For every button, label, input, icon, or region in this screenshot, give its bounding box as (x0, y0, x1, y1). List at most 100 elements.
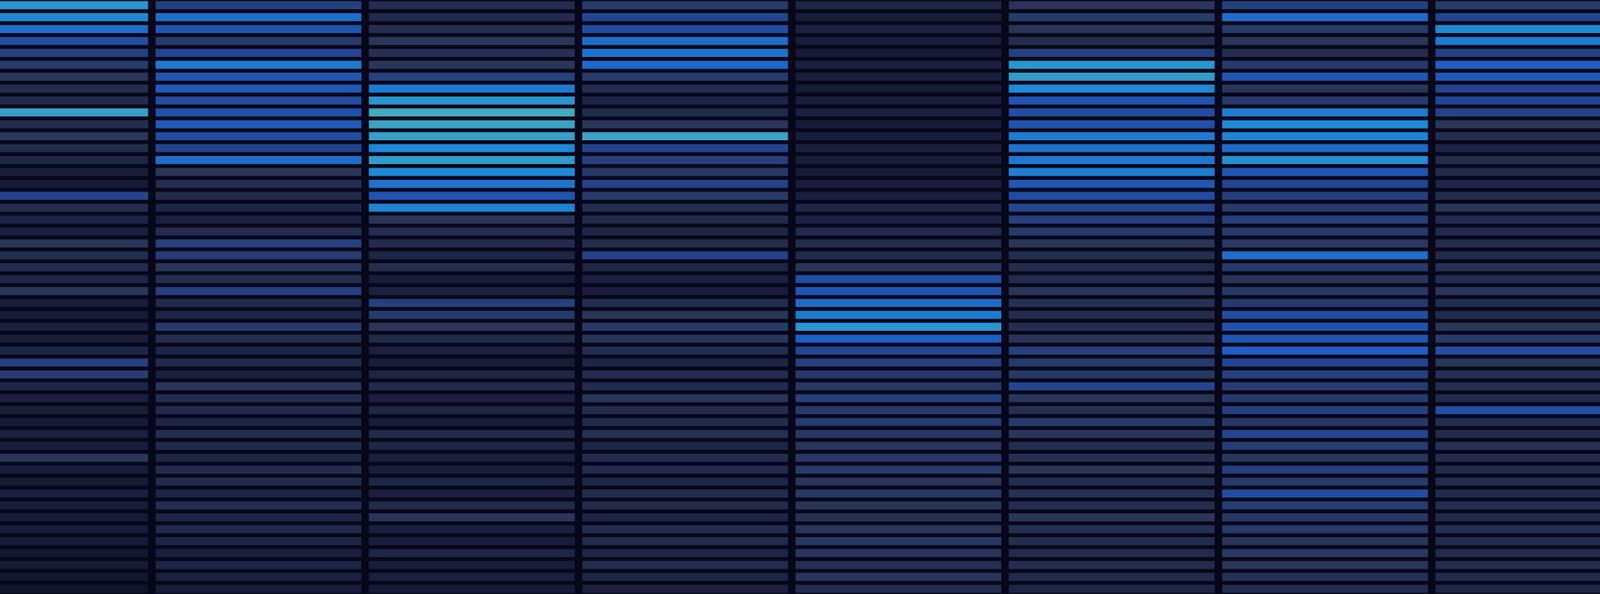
heatmap-cell (1222, 453, 1429, 462)
heatmap-cell (1008, 131, 1215, 141)
heatmap-cell (0, 168, 149, 177)
heatmap-cell (1435, 108, 1600, 117)
heatmap-cell (368, 61, 575, 70)
heatmap-cell (368, 405, 575, 415)
heatmap-cell (795, 501, 1003, 510)
heatmap-cell (1008, 572, 1215, 581)
heatmap-cell (1222, 310, 1429, 320)
heatmap-cell (155, 120, 363, 129)
heatmap-cell (0, 394, 149, 403)
heatmap-cell (795, 131, 1003, 141)
heatmap-cell (368, 442, 575, 451)
heatmap-cell (582, 168, 789, 177)
heatmap-cell (582, 572, 789, 581)
heatmap-cell (155, 144, 363, 153)
heatmap-cell (0, 227, 149, 236)
heatmap-cell (1435, 215, 1600, 224)
heatmap-cell (1435, 584, 1600, 593)
heatmap-cell (1435, 405, 1600, 415)
heatmap-cell (582, 0, 789, 10)
heatmap-cell (1435, 298, 1600, 307)
heatmap-cell (1008, 536, 1215, 546)
heatmap-cell (368, 465, 575, 474)
heatmap-cell (1008, 168, 1215, 177)
heatmap-cell (1008, 560, 1215, 570)
heatmap-cell (368, 346, 575, 355)
heatmap-cell (795, 381, 1003, 391)
heatmap-cell (795, 442, 1003, 451)
heatmap-cell (582, 489, 789, 498)
heatmap-cell (1222, 334, 1429, 344)
heatmap-cell (1008, 191, 1215, 200)
heatmap-cell (155, 536, 363, 546)
heatmap-cell (1008, 227, 1215, 236)
heatmap-cell (1435, 144, 1600, 153)
heatmap-cell (0, 429, 149, 438)
heatmap-cell (1435, 429, 1600, 438)
heatmap-cell (155, 287, 363, 296)
heatmap-cell (368, 334, 575, 344)
heatmap-cell (582, 61, 789, 70)
heatmap-cell (1222, 548, 1429, 557)
heatmap-cell (795, 37, 1003, 46)
heatmap-cell (155, 155, 363, 165)
heatmap-cell (582, 179, 789, 189)
heatmap-cell (795, 72, 1003, 81)
heatmap-cell (1222, 251, 1429, 260)
heatmap-cell (368, 357, 575, 367)
heatmap-cell (582, 322, 789, 331)
heatmap-cell (1008, 48, 1215, 57)
heatmap-cell (795, 405, 1003, 415)
heatmap-cell (582, 274, 789, 283)
heatmap-cell (155, 370, 363, 379)
heatmap-cell (0, 512, 149, 522)
heatmap-cell (0, 442, 149, 451)
heatmap-cell (795, 168, 1003, 177)
heatmap-cell (368, 418, 575, 427)
heatmap-cell (155, 405, 363, 415)
heatmap-cell (1008, 548, 1215, 557)
heatmap-cell (1222, 512, 1429, 522)
heatmap-cell (582, 227, 789, 236)
heatmap-cell (155, 453, 363, 462)
heatmap-cell (1222, 357, 1429, 367)
heatmap-cell (1435, 512, 1600, 522)
heatmap-cell (795, 179, 1003, 189)
heatmap-cell (0, 274, 149, 283)
heatmap-cell (1008, 370, 1215, 379)
heatmap-cell (1435, 168, 1600, 177)
heatmap-cell (582, 381, 789, 391)
heatmap-cell (155, 96, 363, 105)
heatmap-cell (1435, 61, 1600, 70)
heatmap-cell (795, 334, 1003, 344)
heatmap-cell (795, 215, 1003, 224)
heatmap-cell (155, 477, 363, 486)
heatmap-cell (582, 287, 789, 296)
heatmap-cell (368, 548, 575, 557)
heatmap-cell (1222, 0, 1429, 10)
heatmap-cell (155, 239, 363, 248)
heatmap-cell (155, 48, 363, 57)
heatmap-cell (155, 84, 363, 93)
heatmap-cell (155, 179, 363, 189)
heatmap-cell (795, 155, 1003, 165)
heatmap-cell (1008, 310, 1215, 320)
heatmap-cell (1222, 322, 1429, 331)
heatmap-cell (0, 263, 149, 272)
heatmap-cell (795, 357, 1003, 367)
heatmap-cell (1435, 536, 1600, 546)
heatmap-cell (795, 418, 1003, 427)
heatmap-cell (795, 298, 1003, 307)
heatmap-cell (0, 525, 149, 534)
heatmap-cell (795, 536, 1003, 546)
heatmap-cell (1008, 263, 1215, 272)
heatmap-cell (1435, 274, 1600, 283)
heatmap-cell (1435, 310, 1600, 320)
heatmap-cell (155, 24, 363, 33)
heatmap-cell (368, 477, 575, 486)
heatmap-cell (1222, 108, 1429, 117)
heatmap-cell (1222, 155, 1429, 165)
heatmap-cell (155, 346, 363, 355)
heatmap-cell (1435, 263, 1600, 272)
heatmap-cell (1008, 334, 1215, 344)
